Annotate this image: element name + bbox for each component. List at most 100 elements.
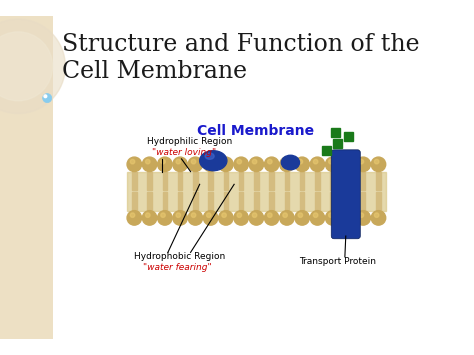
Bar <box>284 192 289 211</box>
Bar <box>284 171 289 190</box>
Circle shape <box>161 159 165 164</box>
Circle shape <box>188 211 202 225</box>
Circle shape <box>280 157 294 171</box>
Circle shape <box>298 159 302 164</box>
Bar <box>269 192 274 211</box>
Bar <box>132 192 137 211</box>
Circle shape <box>326 157 340 171</box>
Bar <box>178 171 182 190</box>
Circle shape <box>234 157 248 171</box>
FancyBboxPatch shape <box>331 150 360 239</box>
Circle shape <box>0 32 53 101</box>
Bar <box>147 192 152 211</box>
Bar <box>346 192 350 211</box>
Circle shape <box>219 211 233 225</box>
Bar <box>193 192 198 211</box>
Bar <box>224 171 228 190</box>
Circle shape <box>188 157 202 171</box>
Circle shape <box>127 157 142 171</box>
Circle shape <box>374 213 379 217</box>
Circle shape <box>252 159 257 164</box>
Circle shape <box>264 157 279 171</box>
Circle shape <box>173 157 187 171</box>
Bar <box>254 192 259 211</box>
Bar <box>315 192 319 211</box>
Ellipse shape <box>200 151 227 171</box>
Circle shape <box>310 211 325 225</box>
Text: Structure and Function of the
Cell Membrane: Structure and Function of the Cell Membr… <box>62 33 419 83</box>
Circle shape <box>142 211 157 225</box>
Circle shape <box>157 157 172 171</box>
Circle shape <box>157 211 172 225</box>
Bar <box>132 171 137 190</box>
Circle shape <box>222 213 226 217</box>
Circle shape <box>341 157 355 171</box>
Bar <box>127 171 386 211</box>
Circle shape <box>142 157 157 171</box>
Text: Hydrophobic Region: Hydrophobic Region <box>134 252 226 261</box>
Circle shape <box>146 159 150 164</box>
Circle shape <box>310 157 325 171</box>
Circle shape <box>267 159 272 164</box>
Circle shape <box>44 95 47 98</box>
Circle shape <box>173 211 187 225</box>
Circle shape <box>130 213 135 217</box>
Circle shape <box>191 213 196 217</box>
Circle shape <box>203 157 218 171</box>
Text: Transport Protein: Transport Protein <box>300 257 376 266</box>
Circle shape <box>191 159 196 164</box>
Circle shape <box>161 213 165 217</box>
Circle shape <box>328 159 333 164</box>
Circle shape <box>359 213 364 217</box>
Circle shape <box>313 213 318 217</box>
Circle shape <box>326 211 340 225</box>
Bar <box>361 192 365 211</box>
Circle shape <box>249 211 264 225</box>
Bar <box>239 171 243 190</box>
Text: "water fearing": "water fearing" <box>144 263 212 272</box>
Circle shape <box>280 211 294 225</box>
Bar <box>163 192 167 211</box>
Circle shape <box>374 159 379 164</box>
Circle shape <box>295 211 310 225</box>
Bar <box>239 192 243 211</box>
Circle shape <box>219 157 233 171</box>
Circle shape <box>344 159 348 164</box>
Bar <box>147 171 152 190</box>
Circle shape <box>0 19 65 114</box>
Bar <box>361 171 365 190</box>
Bar <box>0 16 53 339</box>
Circle shape <box>371 157 386 171</box>
Circle shape <box>359 159 364 164</box>
Circle shape <box>341 211 355 225</box>
Circle shape <box>264 211 279 225</box>
Circle shape <box>237 213 242 217</box>
Bar <box>376 171 381 190</box>
Ellipse shape <box>205 153 214 159</box>
Bar <box>315 171 319 190</box>
Circle shape <box>356 157 371 171</box>
Bar <box>163 171 167 190</box>
Bar <box>346 171 350 190</box>
Circle shape <box>344 213 348 217</box>
Bar <box>254 171 259 190</box>
Circle shape <box>207 213 211 217</box>
Circle shape <box>146 213 150 217</box>
Circle shape <box>249 157 264 171</box>
Bar <box>178 192 182 211</box>
Circle shape <box>356 211 371 225</box>
Circle shape <box>283 159 287 164</box>
Circle shape <box>176 159 181 164</box>
Bar <box>269 171 274 190</box>
Circle shape <box>203 211 218 225</box>
Circle shape <box>130 159 135 164</box>
Bar <box>209 171 213 190</box>
Circle shape <box>237 159 242 164</box>
Circle shape <box>313 159 318 164</box>
Circle shape <box>127 211 142 225</box>
Circle shape <box>207 159 211 164</box>
Bar <box>300 171 304 190</box>
Text: Cell Membrane: Cell Membrane <box>197 124 314 137</box>
Circle shape <box>328 213 333 217</box>
Bar <box>330 171 335 190</box>
